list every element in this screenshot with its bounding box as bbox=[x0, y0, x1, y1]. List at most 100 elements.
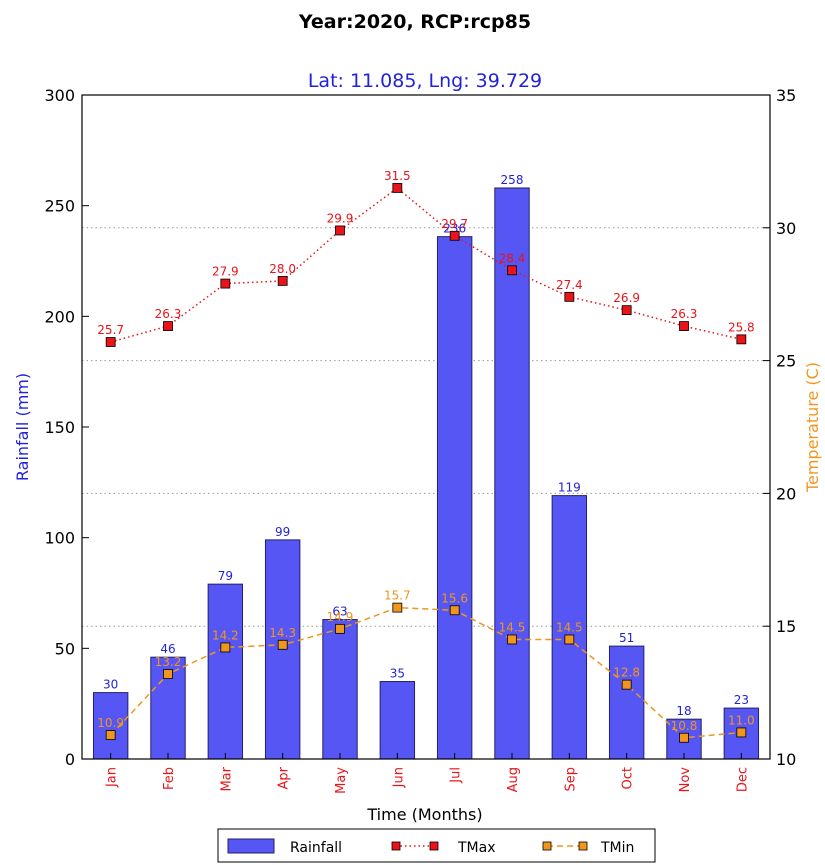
tmin-marker bbox=[736, 727, 747, 738]
rainfall-value-label: 18 bbox=[676, 704, 691, 718]
tmin-marker bbox=[163, 669, 173, 679]
tmax-marker bbox=[679, 321, 689, 331]
tmin-marker bbox=[564, 634, 575, 645]
tmax-line bbox=[110, 187, 742, 343]
rainfall-bar bbox=[92, 692, 129, 760]
tmax-value-label: 29.9 bbox=[327, 211, 354, 225]
tmin-marker bbox=[335, 623, 345, 634]
left-y-tick-label: 250 bbox=[44, 197, 75, 216]
month-tick-label: Jan bbox=[105, 767, 120, 788]
tmax-marker bbox=[220, 278, 231, 289]
month-tick-label: Jun bbox=[391, 767, 406, 788]
right-y-axis-title: Temperature (C) bbox=[803, 362, 822, 493]
tmin-marker bbox=[277, 639, 288, 650]
legend-tmax-marker bbox=[391, 841, 401, 851]
plot-area: 30 46 79 99 63 35 236 258 119 51 18 23 25.7 26.3 27.9 2… bbox=[44, 86, 796, 794]
month-tick-label: Sep bbox=[563, 767, 578, 792]
left-y-tick-label: 200 bbox=[44, 307, 75, 326]
tmax-value-label: 25.8 bbox=[728, 320, 755, 334]
tmin-value-label: 10.9 bbox=[97, 716, 124, 730]
tmin-value-label: 11.0 bbox=[728, 713, 755, 727]
left-y-tick-label: 300 bbox=[44, 86, 75, 105]
rainfall-value-label: 99 bbox=[275, 525, 290, 539]
rainfall-value-label: 236 bbox=[443, 222, 466, 236]
tmax-marker bbox=[507, 265, 517, 276]
left-y-axis-title: Rainfall (mm) bbox=[13, 373, 32, 481]
right-y-tick-label: 10 bbox=[776, 750, 796, 769]
left-y-tick-label: 50 bbox=[55, 639, 75, 658]
rainfall-bar bbox=[494, 187, 530, 760]
right-y-tick-label: 25 bbox=[776, 352, 796, 371]
tmin-marker bbox=[392, 602, 403, 613]
tmax-marker bbox=[564, 291, 575, 302]
legend-tmax-marker bbox=[429, 841, 439, 851]
tmax-value-label: 31.5 bbox=[384, 169, 411, 183]
tmax-marker bbox=[277, 276, 288, 286]
rainfall-bar bbox=[436, 236, 473, 760]
rainfall-value-label: 79 bbox=[218, 569, 233, 583]
rainfall-value-label: 30 bbox=[103, 678, 118, 692]
tmax-marker bbox=[449, 230, 460, 241]
rainfall-bar bbox=[551, 495, 588, 760]
tmax-value-label: 27.9 bbox=[212, 265, 239, 279]
month-tick-label: Dec bbox=[735, 767, 750, 792]
tmax-value-label: 27.4 bbox=[556, 278, 583, 292]
tmax-value-label: 28.0 bbox=[269, 262, 296, 276]
x-axis-title: Time (Months) bbox=[366, 805, 482, 824]
tmin-value-label: 15.6 bbox=[441, 591, 468, 605]
right-y-tick-label: 35 bbox=[776, 86, 796, 105]
tmax-marker bbox=[163, 321, 173, 331]
legend-tmin-label: TMin bbox=[600, 840, 634, 856]
tmax-marker bbox=[335, 225, 345, 236]
right-y-tick-label: 15 bbox=[776, 617, 796, 636]
rainfall-bar bbox=[379, 681, 416, 760]
tmin-value-label: 12.8 bbox=[613, 666, 640, 680]
month-tick-label: Apr bbox=[277, 766, 292, 789]
tmax-marker bbox=[621, 305, 632, 316]
tmin-value-label: 14.3 bbox=[269, 626, 296, 640]
tmin-value-label: 14.5 bbox=[556, 620, 583, 634]
left-y-tick-label: 100 bbox=[44, 529, 75, 548]
rainfall-value-label: 258 bbox=[501, 173, 524, 187]
legend: Rainfall TMax TMin bbox=[217, 828, 656, 863]
tmin-value-label: 13.2 bbox=[155, 655, 182, 669]
tmin-value-label: 14.5 bbox=[499, 620, 526, 634]
month-tick-label: Aug bbox=[506, 767, 521, 792]
tmax-marker bbox=[736, 334, 747, 345]
rainfall-bar bbox=[608, 645, 645, 760]
rainfall-value-label: 35 bbox=[390, 667, 405, 681]
rainfall-value-label: 63 bbox=[332, 605, 347, 619]
rainfall-value-label: 51 bbox=[619, 631, 634, 645]
month-tick-label: Nov bbox=[678, 767, 693, 793]
left-y-tick-label: 150 bbox=[44, 418, 75, 437]
tmax-marker bbox=[105, 337, 116, 347]
chart-subtitle: Lat: 11.085, Lng: 39.729 bbox=[308, 70, 542, 92]
tmin-line bbox=[110, 606, 742, 739]
tmin-value-label: 14.2 bbox=[212, 628, 239, 642]
tmin-marker bbox=[679, 732, 689, 743]
tmax-value-label: 26.3 bbox=[155, 307, 182, 321]
tmin-marker bbox=[507, 634, 517, 645]
tmax-marker bbox=[392, 183, 403, 193]
legend-tmax-label: TMax bbox=[457, 840, 496, 856]
month-tick-label: May bbox=[334, 767, 349, 794]
tmin-value-label: 15.7 bbox=[384, 589, 411, 603]
tmax-value-label: 29.7 bbox=[441, 217, 468, 231]
month-tick-label: Mar bbox=[219, 766, 234, 791]
month-tick-label: Feb bbox=[162, 767, 177, 790]
tmin-value-label: 14.9 bbox=[327, 610, 354, 624]
month-tick-label: Jul bbox=[449, 767, 464, 784]
tmin-marker bbox=[105, 730, 116, 740]
rainfall-bar bbox=[207, 583, 244, 760]
tmin-marker bbox=[449, 605, 460, 616]
chart-title: Year:2020, RCP:rcp85 bbox=[298, 11, 531, 33]
legend-tmin-marker bbox=[542, 841, 552, 851]
right-y-tick-label: 30 bbox=[776, 219, 796, 238]
tmin-marker bbox=[220, 642, 231, 653]
legend-rainfall-label: Rainfall bbox=[290, 840, 342, 856]
tmin-marker bbox=[621, 679, 632, 690]
legend-tmin-marker bbox=[578, 841, 588, 851]
tmax-value-label: 26.9 bbox=[613, 291, 640, 305]
tmax-value-label: 25.7 bbox=[97, 323, 124, 337]
